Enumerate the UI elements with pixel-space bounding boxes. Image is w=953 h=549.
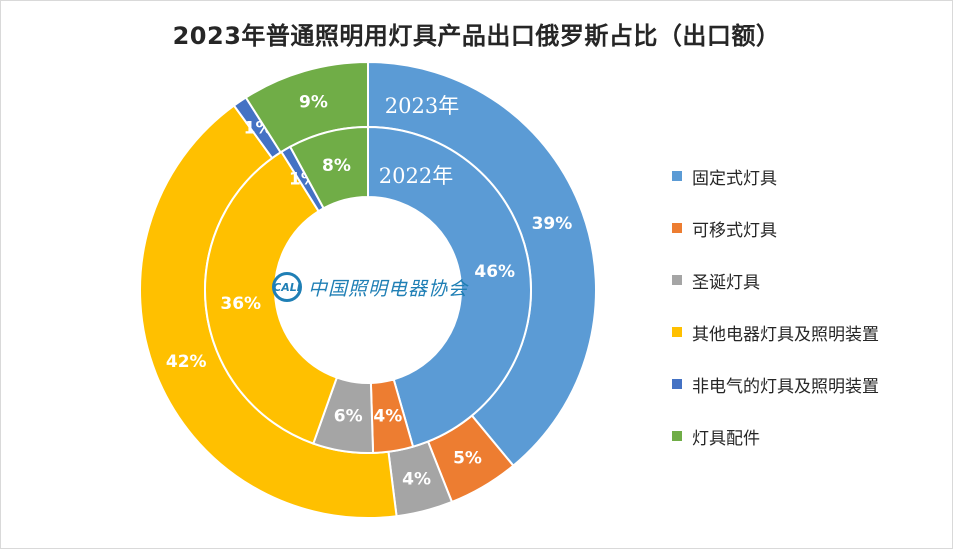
- legend-item-0: 固定式灯具: [672, 150, 879, 202]
- data-label-outer-2: 4%: [402, 469, 431, 489]
- legend-swatch-1: [672, 223, 682, 233]
- data-label-inner-2: 6%: [334, 406, 363, 426]
- data-label-outer-5: 9%: [299, 92, 328, 112]
- legend-label-1: 可移式灯具: [692, 220, 777, 241]
- slice-inner-5: [288, 125, 369, 210]
- legend-label-0: 固定式灯具: [692, 168, 777, 189]
- legend-label-2: 圣诞灯具: [692, 272, 760, 293]
- data-label-inner-5: 8%: [322, 156, 351, 176]
- legend-label-4: 非电气的灯具及照明装置: [692, 376, 879, 397]
- data-label-outer-1: 5%: [453, 448, 482, 468]
- legend-label-5: 灯具配件: [692, 428, 760, 449]
- chart-legend: 固定式灯具可移式灯具圣诞灯具其他电器灯具及照明装置 非电气的灯具及照明装置 灯具配件: [672, 150, 879, 462]
- legend-swatch-4: [672, 379, 682, 389]
- cali-logo-icon: CALI: [272, 272, 302, 302]
- slice-inner-3: [204, 150, 339, 445]
- data-label-inner-3: 36%: [220, 294, 261, 314]
- legend-swatch-2: [672, 275, 682, 285]
- data-label-inner-1: 4%: [373, 406, 402, 426]
- legend-swatch-0: [672, 171, 682, 181]
- data-label-inner-0: 46%: [474, 262, 515, 282]
- legend-item-5: 灯具配件: [672, 410, 879, 462]
- legend-item-1: 可移式灯具: [672, 202, 879, 254]
- series-name-outer: 2023年: [385, 94, 459, 118]
- legend-item-4: 非电气的灯具及照明装置: [672, 358, 879, 410]
- legend-item-3: 其他电器灯具及照明装置: [672, 306, 879, 358]
- association-logo: CALI 中国照明电器协会: [272, 272, 468, 302]
- logo-text: 中国照明电器协会: [308, 277, 469, 300]
- legend-swatch-5: [672, 431, 682, 441]
- legend-item-2: 圣诞灯具: [672, 254, 879, 306]
- data-label-outer-0: 39%: [532, 214, 573, 234]
- legend-swatch-3: [672, 327, 682, 337]
- legend-label-3: 其他电器灯具及照明装置: [692, 324, 879, 345]
- data-label-outer-3: 42%: [166, 352, 207, 372]
- logo-mark-text: CALI: [273, 280, 301, 294]
- slice-inner-0: [367, 125, 532, 448]
- series-name-inner: 2022年: [379, 164, 453, 188]
- chart-title: 2023年普通照明用灯具产品出口俄罗斯占比（出口额）: [172, 22, 781, 50]
